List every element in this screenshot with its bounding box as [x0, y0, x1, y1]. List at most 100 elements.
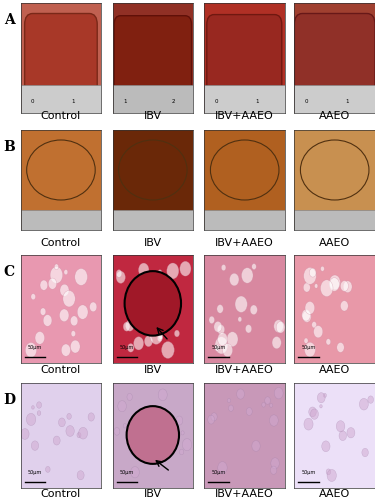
- Text: Control: Control: [41, 365, 81, 375]
- Circle shape: [217, 304, 223, 313]
- Circle shape: [252, 264, 256, 270]
- Text: Control: Control: [41, 111, 81, 121]
- Text: IBV: IBV: [144, 111, 162, 121]
- Circle shape: [130, 466, 140, 478]
- Text: 0: 0: [305, 100, 308, 104]
- Circle shape: [63, 290, 75, 307]
- Circle shape: [211, 413, 217, 421]
- Circle shape: [235, 296, 247, 312]
- Circle shape: [329, 278, 339, 291]
- Circle shape: [214, 322, 222, 332]
- Circle shape: [40, 308, 46, 316]
- Ellipse shape: [27, 140, 95, 200]
- Circle shape: [143, 320, 153, 333]
- Text: B: B: [4, 140, 15, 154]
- Circle shape: [70, 316, 78, 326]
- Circle shape: [21, 428, 29, 440]
- Circle shape: [164, 430, 166, 434]
- FancyBboxPatch shape: [294, 14, 375, 107]
- Circle shape: [326, 469, 331, 475]
- Circle shape: [321, 266, 324, 272]
- Circle shape: [315, 284, 318, 288]
- Circle shape: [304, 268, 316, 284]
- Circle shape: [60, 309, 69, 322]
- Circle shape: [180, 262, 191, 276]
- Circle shape: [182, 438, 192, 450]
- Circle shape: [327, 470, 336, 482]
- Circle shape: [304, 418, 313, 430]
- Circle shape: [343, 281, 352, 292]
- Circle shape: [53, 436, 60, 445]
- Circle shape: [246, 408, 252, 416]
- Circle shape: [88, 413, 94, 421]
- Text: 1: 1: [345, 100, 348, 104]
- Text: IBV+AAEO: IBV+AAEO: [215, 489, 274, 499]
- Circle shape: [303, 310, 311, 322]
- Circle shape: [144, 336, 153, 346]
- Circle shape: [37, 410, 41, 416]
- Circle shape: [128, 344, 134, 352]
- Circle shape: [67, 414, 71, 420]
- Circle shape: [230, 274, 239, 286]
- Circle shape: [130, 440, 135, 446]
- Circle shape: [314, 326, 323, 338]
- Circle shape: [221, 264, 226, 270]
- Circle shape: [26, 414, 36, 426]
- Circle shape: [116, 271, 125, 283]
- Circle shape: [270, 466, 277, 474]
- Text: AAEO: AAEO: [319, 365, 350, 375]
- Text: 0: 0: [31, 100, 34, 104]
- Circle shape: [50, 266, 63, 283]
- Circle shape: [181, 431, 184, 435]
- Text: 50μm: 50μm: [302, 344, 316, 350]
- Circle shape: [309, 407, 316, 417]
- Circle shape: [70, 340, 80, 353]
- Circle shape: [167, 263, 179, 279]
- Circle shape: [329, 275, 340, 290]
- Circle shape: [326, 338, 331, 345]
- Circle shape: [265, 397, 270, 404]
- Circle shape: [227, 332, 238, 346]
- Circle shape: [174, 330, 179, 337]
- Circle shape: [138, 263, 149, 277]
- Circle shape: [362, 448, 368, 456]
- Circle shape: [166, 438, 174, 449]
- Circle shape: [227, 398, 231, 402]
- Circle shape: [31, 294, 36, 300]
- Circle shape: [304, 338, 308, 344]
- Bar: [112, 210, 193, 230]
- Circle shape: [337, 342, 344, 352]
- Circle shape: [75, 268, 87, 285]
- Circle shape: [134, 337, 144, 350]
- Circle shape: [147, 281, 152, 287]
- FancyBboxPatch shape: [25, 14, 97, 107]
- Circle shape: [336, 420, 345, 432]
- Circle shape: [317, 392, 325, 403]
- Text: IBV+AAEO: IBV+AAEO: [215, 238, 274, 248]
- Bar: [204, 210, 285, 230]
- Circle shape: [159, 334, 162, 340]
- Text: 0: 0: [215, 100, 218, 104]
- Text: IBV: IBV: [144, 489, 162, 499]
- Circle shape: [40, 280, 48, 290]
- Text: 50μm: 50μm: [302, 470, 316, 475]
- Circle shape: [304, 342, 315, 357]
- Circle shape: [215, 337, 228, 354]
- Circle shape: [215, 345, 219, 351]
- Circle shape: [312, 322, 316, 328]
- Circle shape: [158, 335, 162, 342]
- Circle shape: [71, 330, 75, 336]
- Text: 50μm: 50μm: [211, 470, 226, 475]
- Text: A: A: [4, 12, 15, 26]
- Text: IBV+AAEO: IBV+AAEO: [215, 365, 274, 375]
- Circle shape: [79, 428, 88, 439]
- Text: AAEO: AAEO: [319, 489, 350, 499]
- Circle shape: [322, 441, 330, 452]
- Circle shape: [77, 432, 81, 438]
- FancyBboxPatch shape: [207, 14, 282, 106]
- Circle shape: [323, 394, 327, 398]
- Circle shape: [37, 402, 42, 408]
- Text: 50μm: 50μm: [120, 344, 134, 350]
- Text: 50μm: 50μm: [28, 344, 42, 350]
- Circle shape: [114, 428, 120, 435]
